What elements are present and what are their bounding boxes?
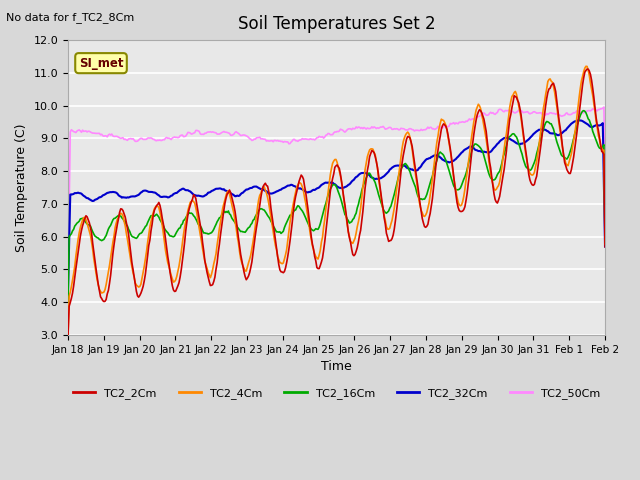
Y-axis label: Soil Temperature (C): Soil Temperature (C) [15,123,28,252]
Legend: TC2_2Cm, TC2_4Cm, TC2_16Cm, TC2_32Cm, TC2_50Cm: TC2_2Cm, TC2_4Cm, TC2_16Cm, TC2_32Cm, TC… [68,384,605,403]
Text: SI_met: SI_met [79,57,124,70]
Text: No data for f_TC2_8Cm: No data for f_TC2_8Cm [6,12,134,23]
Title: Soil Temperatures Set 2: Soil Temperatures Set 2 [237,15,435,33]
X-axis label: Time: Time [321,360,352,373]
